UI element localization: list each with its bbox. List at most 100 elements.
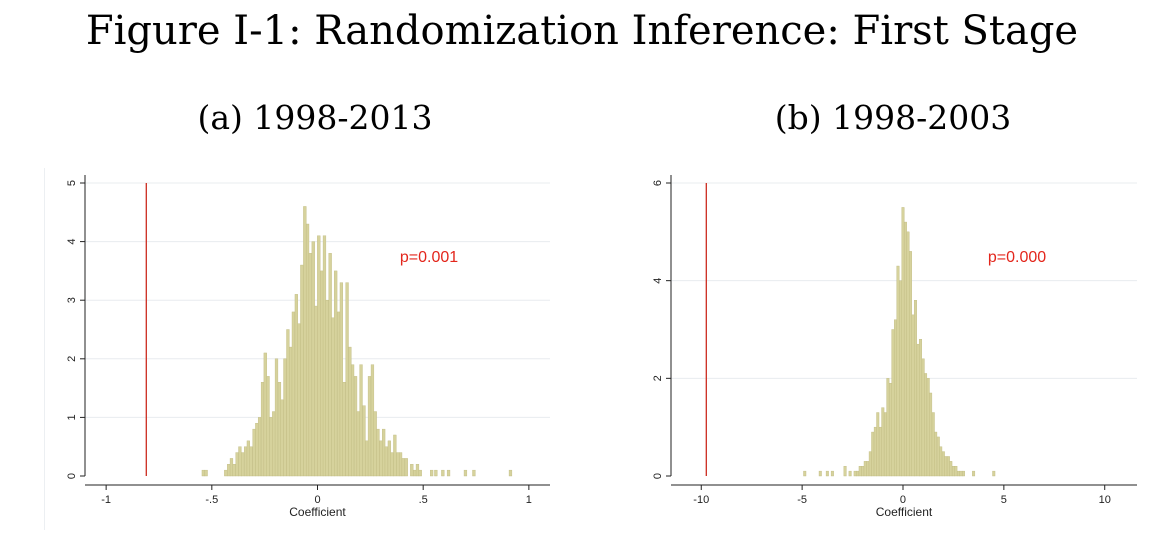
histogram-bar — [232, 464, 236, 477]
histogram-bar — [957, 470, 960, 477]
histogram-bar — [446, 469, 451, 477]
histogram-bar — [853, 470, 857, 477]
y-tick-label: 0 — [652, 473, 664, 479]
histogram-bar — [305, 223, 310, 477]
histogram-bar — [413, 469, 417, 477]
histogram-chart-b: 0 2 4 6 -10 -5 0 5 10 Coefficient p=0.000 — [652, 175, 1137, 519]
y-tick-label: 0 — [66, 473, 78, 479]
figure-title: Figure I-1: Randomization Inference: Fir… — [85, 8, 1079, 54]
histogram-bar — [946, 456, 950, 477]
histogram-bar — [430, 469, 434, 477]
histogram-bar — [921, 358, 925, 477]
histogram-bar — [235, 452, 239, 477]
histogram-bar — [441, 469, 445, 477]
histogram-bar — [434, 469, 438, 477]
x-tick-label: 0 — [314, 494, 320, 506]
histogram-bar — [972, 470, 976, 477]
histogram-bar — [280, 399, 284, 477]
histogram-bar — [345, 282, 349, 477]
histogram-bar — [818, 470, 822, 477]
histogram-bar — [881, 407, 885, 477]
histogram-bar — [382, 428, 386, 477]
y-tick-label: 3 — [66, 297, 78, 303]
histogram-bar — [325, 299, 329, 477]
histogram-bar — [916, 343, 920, 477]
histogram-bar — [962, 470, 965, 477]
histogram-bar — [274, 358, 279, 477]
histogram-bar — [322, 235, 327, 477]
histogram-bar — [283, 358, 287, 477]
histogram-bar — [277, 382, 282, 477]
histogram-bar — [848, 470, 852, 477]
histogram-bar — [863, 461, 867, 477]
histogram-bar — [348, 346, 352, 477]
histogram-bar — [224, 469, 228, 477]
histogram-bar — [803, 470, 807, 477]
histogram-bar — [931, 412, 935, 477]
histogram-bar — [370, 364, 375, 477]
histogram-bar — [396, 452, 400, 477]
histogram-bar — [249, 446, 253, 477]
histogram-bar — [415, 464, 420, 477]
histogram-bar — [201, 469, 205, 477]
histogram-bar — [289, 346, 293, 477]
histogram-bar — [244, 446, 248, 477]
y-tick-label: 5 — [66, 180, 78, 186]
histogram-bar — [252, 428, 256, 477]
histogram-bar — [876, 412, 880, 477]
histogram-bar — [472, 469, 476, 477]
histogram-bar — [951, 466, 955, 477]
x-tick-label: .5 — [419, 494, 428, 506]
histogram-bar — [255, 423, 259, 477]
histogram-bar — [843, 466, 847, 477]
subplot-title-a: (a) 1998-2013 — [197, 98, 433, 137]
histogram-bar — [300, 264, 304, 477]
histogram-bar — [260, 382, 265, 477]
histogram-bar — [929, 392, 933, 477]
histogram-bar — [257, 417, 262, 477]
histogram-bar — [954, 466, 958, 477]
histogram-bar — [359, 364, 363, 477]
y-tick-label: 2 — [652, 375, 664, 381]
histogram-bar — [936, 436, 940, 477]
histogram-bar — [944, 456, 948, 477]
y-tick-label: 4 — [652, 278, 664, 284]
histogram-bar — [939, 446, 943, 477]
histogram-bar — [868, 451, 872, 477]
histogram-bar — [886, 378, 890, 477]
x-tick-label: -10 — [693, 494, 709, 506]
histogram-bar — [328, 253, 332, 477]
subplot-title-b: (b) 1998-2003 — [774, 98, 1012, 137]
histogram-bar — [204, 469, 208, 477]
y-tick-label: 4 — [66, 239, 78, 245]
histogram-bar — [873, 426, 877, 477]
histogram-bar — [337, 311, 341, 477]
histogram-bar — [398, 452, 403, 477]
histogram-bar — [866, 461, 870, 477]
histogram-bar — [418, 469, 422, 477]
histogram-bar — [362, 405, 366, 477]
histogram-bar — [410, 464, 414, 477]
histogram-bar — [376, 428, 380, 477]
y-tick-label: 6 — [652, 180, 664, 186]
histogram-bar — [356, 411, 360, 477]
histogram-bar — [291, 311, 296, 477]
p-value-annotation: p=0.000 — [988, 249, 1046, 266]
x-tick-label: -1 — [101, 494, 111, 506]
histogram-bar — [899, 280, 903, 477]
histogram-bar — [266, 376, 270, 477]
histogram-bar — [825, 470, 829, 477]
x-axis-label: Coefficient — [289, 505, 346, 519]
histogram-bar — [906, 231, 910, 477]
histogram-bar — [919, 339, 923, 477]
x-axis-label: Coefficient — [876, 505, 933, 519]
histogram-bar — [896, 265, 900, 477]
histogram-bar — [463, 469, 468, 477]
p-value-annotation: p=0.001 — [400, 249, 458, 266]
histogram-bar — [926, 378, 930, 477]
histogram-bar — [373, 411, 377, 477]
x-tick-label: -5 — [797, 494, 807, 506]
histogram-bar — [303, 206, 307, 477]
histogram-bar — [241, 452, 245, 477]
histogram-bar — [297, 323, 301, 477]
